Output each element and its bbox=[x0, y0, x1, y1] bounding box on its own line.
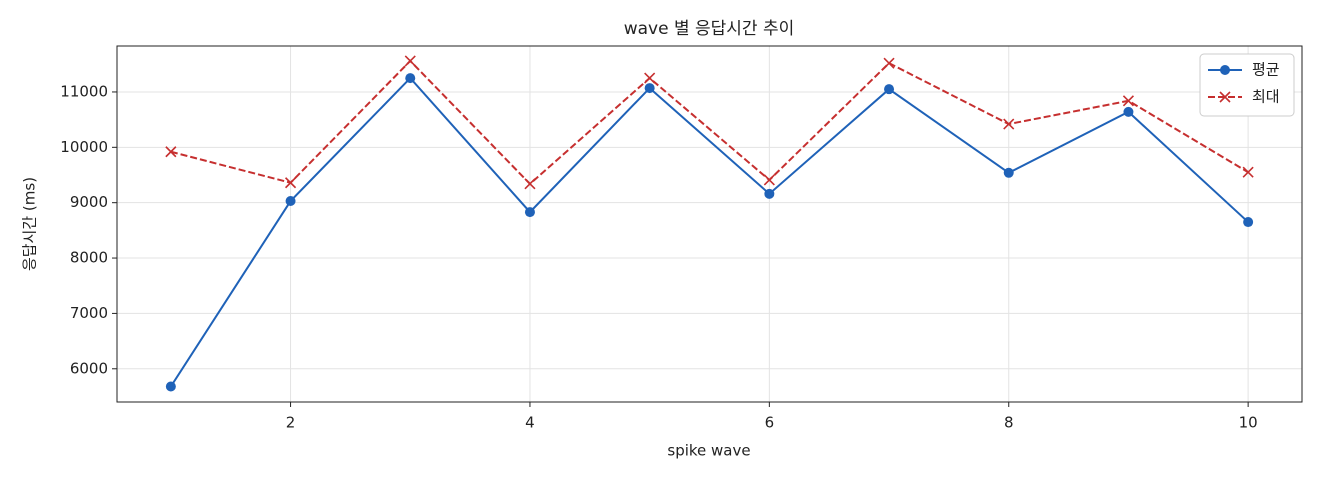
marker bbox=[165, 146, 177, 158]
marker bbox=[1003, 118, 1015, 130]
y-tick-label: 9000 bbox=[70, 193, 108, 211]
marker bbox=[644, 72, 656, 84]
y-tick-label: 10000 bbox=[60, 138, 108, 156]
marker bbox=[884, 84, 895, 95]
x-tick-label: 4 bbox=[525, 414, 535, 432]
marker bbox=[165, 381, 176, 392]
x-axis-label: spike wave bbox=[667, 442, 750, 460]
y-tick-label: 11000 bbox=[60, 82, 108, 100]
series-line bbox=[170, 76, 1249, 388]
marker bbox=[1122, 95, 1135, 107]
marker bbox=[524, 207, 535, 218]
legend-marker bbox=[1219, 91, 1231, 103]
x-tick-label: 2 bbox=[286, 414, 296, 432]
marker bbox=[763, 174, 775, 186]
x-tick-label: 6 bbox=[765, 414, 775, 432]
y-tick-label: 6000 bbox=[70, 359, 108, 377]
marker bbox=[1003, 167, 1014, 178]
x-tick-label: 10 bbox=[1239, 414, 1258, 432]
marker bbox=[764, 188, 775, 199]
legend-marker bbox=[1220, 65, 1230, 75]
marker bbox=[883, 57, 895, 69]
marker bbox=[285, 196, 296, 207]
marker bbox=[1242, 166, 1254, 178]
series-line bbox=[170, 59, 1249, 186]
marker bbox=[524, 178, 536, 190]
marker bbox=[404, 55, 416, 67]
marker bbox=[284, 177, 297, 189]
y-axis-label: 응답시간 (ms) bbox=[21, 177, 39, 271]
legend-label: 최대 bbox=[1252, 88, 1280, 106]
legend-box bbox=[1199, 53, 1295, 117]
plot-frame bbox=[116, 45, 1303, 403]
legend-label: 평균 bbox=[1252, 61, 1280, 79]
marker bbox=[405, 73, 416, 84]
marker bbox=[1123, 106, 1134, 117]
marker bbox=[644, 83, 655, 94]
chart-title: wave 별 응답시간 추이 bbox=[624, 19, 795, 39]
y-tick-label: 8000 bbox=[70, 249, 108, 267]
y-tick-label: 7000 bbox=[70, 304, 108, 322]
marker bbox=[1243, 217, 1254, 228]
x-tick-label: 8 bbox=[1004, 414, 1014, 432]
